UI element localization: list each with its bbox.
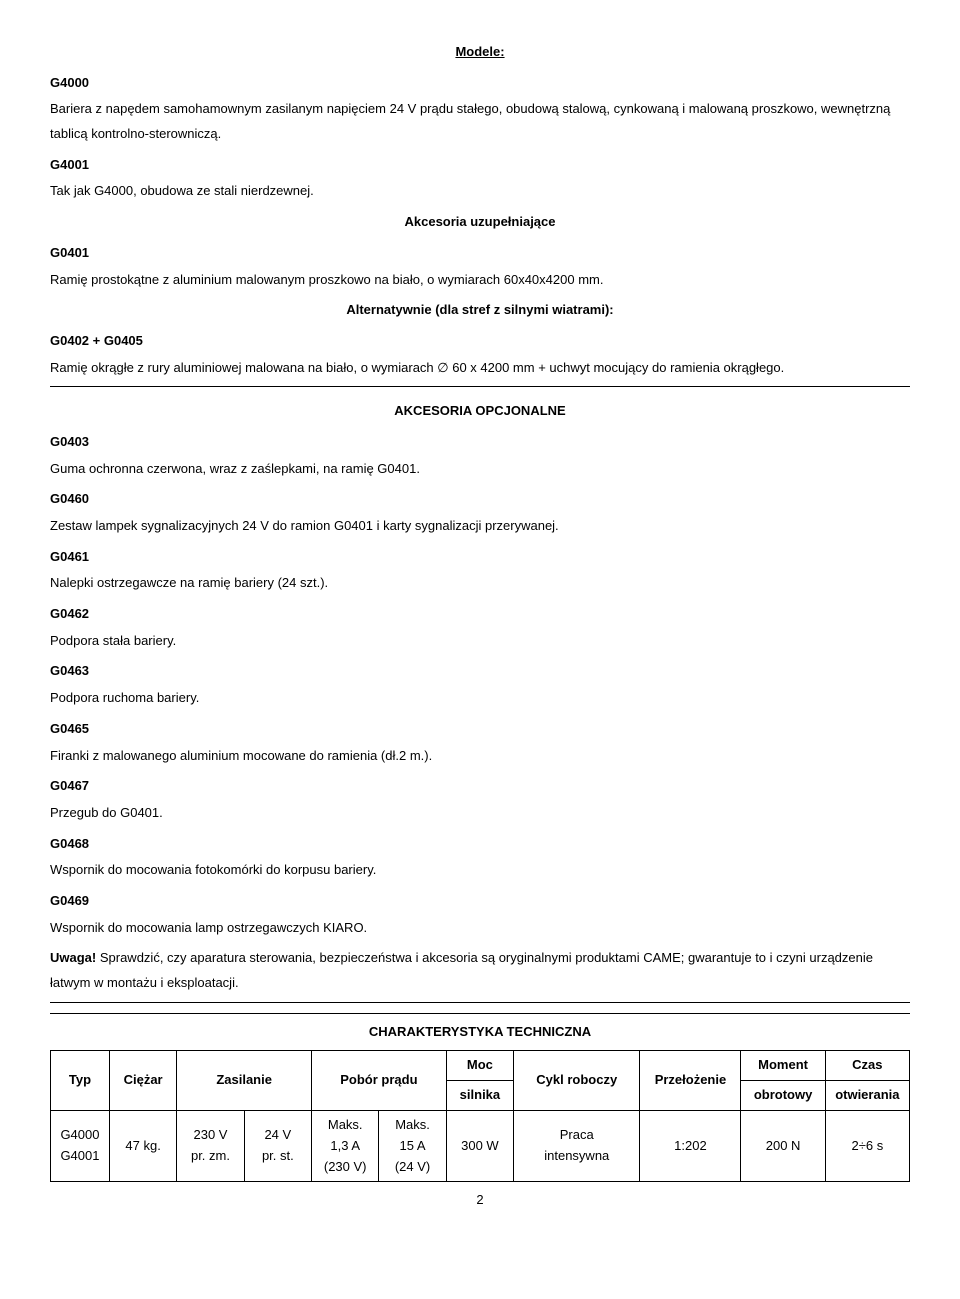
optional-desc: Wspornik do mocowania fotokomórki do kor… (50, 858, 910, 883)
td-power-a: 230 Vpr. zm. (177, 1110, 244, 1181)
td-motor-power: 300 W (446, 1110, 513, 1181)
optional-desc: Guma ochronna czerwona, wraz z zaślepkam… (50, 457, 910, 482)
td-time: 2÷6 s (825, 1110, 909, 1181)
table-header-row: Typ Ciężar Zasilanie Pobór prądu Moc Cyk… (51, 1051, 910, 1081)
optional-code: G0462 (50, 602, 910, 627)
td-ratio: 1:202 (640, 1110, 741, 1181)
model-code: G4001 (50, 153, 910, 178)
spec-table: Typ Ciężar Zasilanie Pobór prądu Moc Cyk… (50, 1050, 910, 1182)
th-current: Pobór prądu (312, 1051, 447, 1111)
optional-code: G0465 (50, 717, 910, 742)
td-weight: 47 kg. (109, 1110, 176, 1181)
td-torque: 200 N (741, 1110, 825, 1181)
optional-code: G0463 (50, 659, 910, 684)
page-section-title: Modele: (50, 40, 910, 65)
td-current-b: Maks.15 A(24 V) (379, 1110, 446, 1181)
warning-paragraph: Uwaga! Sprawdzić, czy aparatura sterowan… (50, 946, 910, 995)
th-type: Typ (51, 1051, 110, 1111)
table-data-row: G4000G4001 47 kg. 230 Vpr. zm. 24 Vpr. s… (51, 1110, 910, 1181)
td-power-b: 24 Vpr. st. (244, 1110, 311, 1181)
page-number: 2 (50, 1188, 910, 1213)
optional-desc: Podpora ruchoma bariery. (50, 686, 910, 711)
section-heading-accessories: Akcesoria uzupełniające (50, 210, 910, 235)
section-heading-optional: AKCESORIA OPCJONALNE (50, 393, 910, 424)
optional-desc: Nalepki ostrzegawcze na ramię bariery (2… (50, 571, 910, 596)
divider (50, 386, 910, 387)
accessory-desc: Ramię okrągłe z rury aluminiowej malowan… (50, 356, 910, 381)
th-duty: Cykl roboczy (514, 1051, 640, 1111)
optional-code: G0467 (50, 774, 910, 799)
optional-code: G0460 (50, 487, 910, 512)
th-power: Zasilanie (177, 1051, 312, 1111)
optional-code: G0469 (50, 889, 910, 914)
optional-desc: Wspornik do mocowania lamp ostrzegawczyc… (50, 916, 910, 941)
optional-code: G0461 (50, 545, 910, 570)
divider (50, 1013, 910, 1014)
accessory-code: G0402 + G0405 (50, 329, 910, 354)
optional-desc: Podpora stała bariery. (50, 629, 910, 654)
optional-code: G0468 (50, 832, 910, 857)
warning-label: Uwaga! (50, 950, 96, 965)
th-weight: Ciężar (109, 1051, 176, 1111)
th-torque-b: obrotowy (741, 1081, 825, 1111)
optional-desc: Firanki z malowanego aluminium mocowane … (50, 744, 910, 769)
th-ratio: Przełożenie (640, 1051, 741, 1111)
warning-text: Sprawdzić, czy aparatura sterowania, bez… (50, 950, 873, 990)
th-motor-a: Moc (446, 1051, 513, 1081)
alt-note: Alternatywnie (dla stref z silnymi wiatr… (50, 298, 910, 323)
td-duty: Pracaintensywna (514, 1110, 640, 1181)
th-motor-b: silnika (446, 1081, 513, 1111)
table-title: CHARAKTERYSTYKA TECHNICZNA (50, 1020, 910, 1045)
model-code: G4000 (50, 71, 910, 96)
td-types: G4000G4001 (51, 1110, 110, 1181)
accessory-code: G0401 (50, 241, 910, 266)
model-desc: Bariera z napędem samohamownym zasilanym… (50, 97, 910, 146)
td-current-a: Maks.1,3 A(230 V) (312, 1110, 379, 1181)
th-time-b: otwierania (825, 1081, 909, 1111)
model-desc: Tak jak G4000, obudowa ze stali nierdzew… (50, 179, 910, 204)
optional-desc: Zestaw lampek sygnalizacyjnych 24 V do r… (50, 514, 910, 539)
th-torque-a: Moment (741, 1051, 825, 1081)
th-time-a: Czas (825, 1051, 909, 1081)
accessory-desc: Ramię prostokątne z aluminium malowanym … (50, 268, 910, 293)
divider (50, 1002, 910, 1003)
optional-desc: Przegub do G0401. (50, 801, 910, 826)
optional-code: G0403 (50, 430, 910, 455)
